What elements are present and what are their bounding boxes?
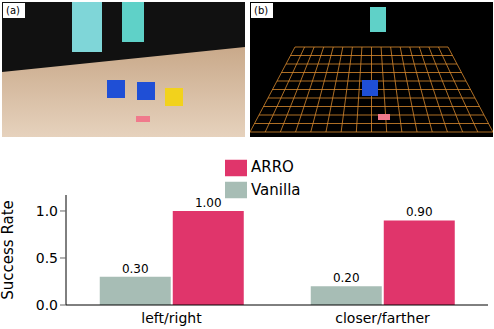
svg-text:0.90: 0.90 bbox=[406, 205, 433, 219]
svg-text:1.00: 1.00 bbox=[195, 196, 222, 210]
svg-text:Success Rate: Success Rate bbox=[0, 200, 17, 300]
svg-text:0.0: 0.0 bbox=[36, 297, 58, 313]
svg-text:1.0: 1.0 bbox=[36, 203, 58, 219]
svg-text:left/right: left/right bbox=[141, 310, 202, 326]
svg-text:0.20: 0.20 bbox=[333, 271, 360, 285]
html-text:Vanilla: Vanilla bbox=[251, 180, 301, 199]
svg-text:(b): (b) bbox=[254, 5, 268, 16]
svg-text:closer/farther: closer/farther bbox=[335, 310, 430, 326]
svg-text:0.30: 0.30 bbox=[122, 262, 149, 276]
html-text:ARRO: ARRO bbox=[251, 158, 294, 176]
svg-text:(a): (a) bbox=[6, 5, 20, 16]
svg-text:0.5: 0.5 bbox=[36, 250, 58, 266]
